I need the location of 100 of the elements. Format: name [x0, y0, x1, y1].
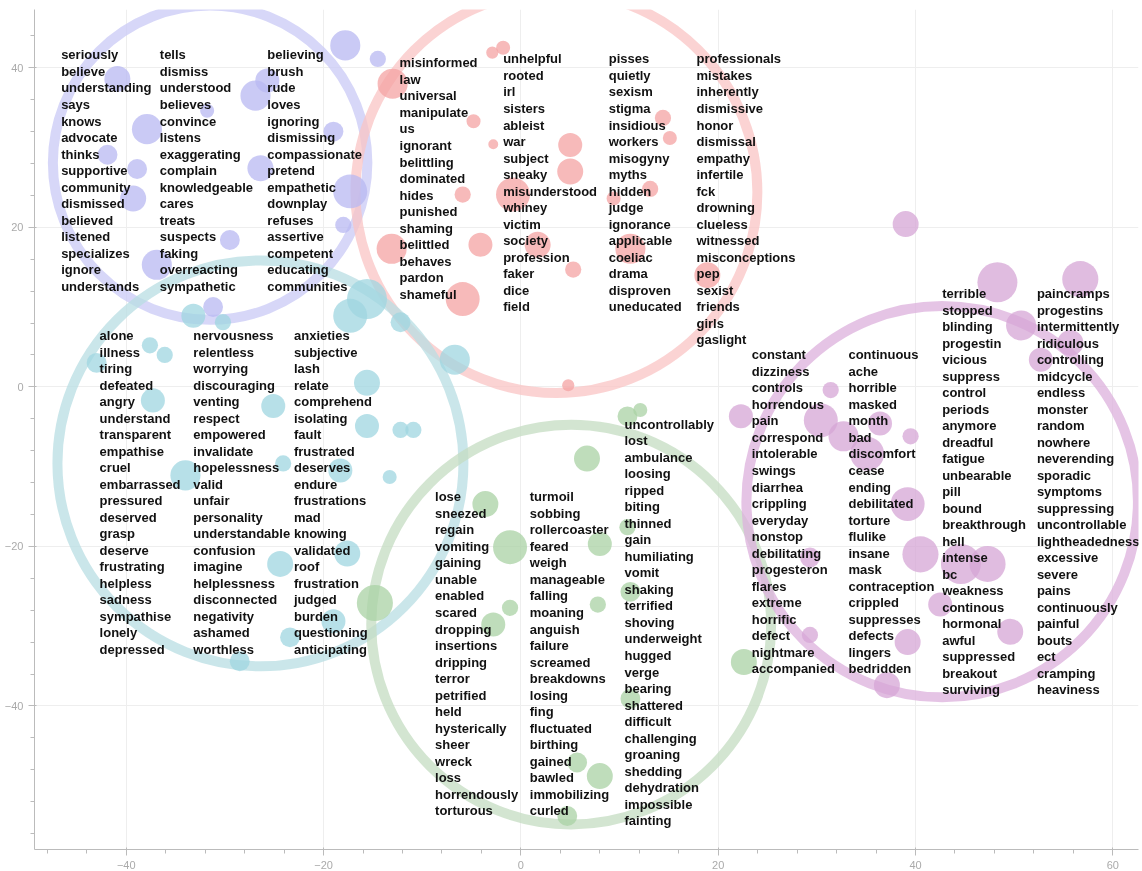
annotation: competent [267, 245, 334, 261]
annotation: lonely [99, 625, 138, 641]
annotation: excessive [1036, 550, 1099, 566]
annotation: nervousness [193, 328, 274, 344]
annotation: understanding [61, 80, 152, 96]
annotation: fluctuated [529, 720, 592, 736]
annotation: discomfort [848, 446, 917, 462]
annotation: nightmare [751, 644, 815, 660]
annotation: painful [1036, 616, 1080, 632]
annotation: uneducated [608, 299, 682, 315]
annotation: periods [942, 401, 990, 417]
annotation: diarrhea [751, 479, 804, 495]
annotation: frustrations [293, 493, 367, 509]
annotation: breakthrough [942, 517, 1027, 533]
y-tick-label: 40 [11, 61, 24, 74]
annotation: suppresses [848, 611, 921, 627]
annotation: screamed [529, 654, 591, 670]
annotation: believe [61, 63, 106, 79]
annotation: constant [751, 347, 807, 363]
x-tick-label: 60 [1106, 858, 1119, 871]
annotation: uncontrollable [1036, 517, 1127, 533]
annotation: immobilizing [529, 786, 610, 802]
annotation: anticipating [293, 642, 367, 658]
annotation: suppressed [942, 649, 1016, 665]
annotation: terrified [624, 598, 673, 614]
annotation: hugged [624, 647, 672, 663]
annotation: debilitating [751, 545, 822, 561]
annotation: sympathise [99, 608, 172, 624]
annotation: ableist [503, 117, 545, 133]
annotation: deserves [293, 460, 351, 476]
annotation: shaming [399, 220, 454, 236]
annotation: falling [529, 588, 569, 604]
x-tick-label: 0 [517, 858, 524, 871]
annotation: progestins [1036, 302, 1104, 318]
annotation: pressured [99, 493, 163, 509]
annotation: uncontrollably [624, 416, 715, 432]
annotation: ect [1036, 649, 1057, 665]
annotation: ambulance [624, 449, 693, 465]
annotation: valid [193, 476, 224, 492]
annotation: misinformed [399, 55, 478, 71]
annotation: war [502, 134, 526, 150]
annotation: bouts [1036, 632, 1073, 648]
annotation: hormonal [942, 616, 1002, 632]
annotation: educating [267, 262, 329, 278]
annotation: horrendous [751, 396, 824, 412]
annotation: relate [293, 377, 329, 393]
annotation: us [399, 121, 415, 137]
annotation: endure [293, 476, 338, 492]
annotation: relentless [193, 344, 255, 360]
annotation: mask [848, 562, 883, 578]
annotation: severe [1036, 566, 1079, 582]
annotation: society [503, 233, 549, 249]
annotation: frustrated [293, 443, 355, 459]
annotation: understandable [193, 526, 291, 542]
annotation: dismiss [159, 63, 209, 79]
annotation: belittled [399, 237, 450, 253]
annotation: clueless [696, 216, 748, 232]
annotation: terrible [942, 285, 987, 301]
annotation: defects [848, 628, 894, 644]
annotation: friends [696, 299, 740, 315]
annotation: intense [942, 550, 988, 566]
annotation: sheer [435, 737, 470, 753]
annotation: exaggerating [159, 146, 241, 162]
annotation: field [503, 299, 530, 315]
annotation: myths [608, 167, 647, 183]
annotation: dice [503, 282, 530, 298]
annotation: flares [751, 578, 787, 594]
annotation: continuous [848, 347, 919, 363]
annotation: fainting [624, 813, 672, 829]
annotation: misunderstood [503, 183, 598, 199]
annotation: sneezed [435, 505, 487, 521]
annotation: progesteron [751, 562, 828, 578]
annotation: unbearable [942, 467, 1012, 483]
annotation: lose [435, 489, 462, 505]
annotation: ridiculous [1036, 335, 1100, 351]
annotation: discouraging [193, 377, 276, 393]
annotation: paincramps [1036, 285, 1110, 301]
annotation: loss [435, 770, 462, 786]
annotation: lightheadedness [1036, 533, 1140, 549]
x-tick-label: 40 [909, 858, 922, 871]
annotation: hell [942, 533, 965, 549]
annotation: victim [503, 216, 541, 232]
annotation: underweight [624, 631, 703, 647]
annotation: moaning [529, 605, 584, 620]
annotation: failure [529, 638, 569, 654]
annotation: humiliating [624, 548, 694, 564]
annotation: sisters [503, 101, 546, 116]
annotation: dominated [399, 171, 466, 187]
annotation: thinned [624, 515, 672, 531]
annotation: debilitated [848, 496, 914, 512]
annotation: shattered [624, 697, 684, 713]
annotation: worrying [192, 361, 249, 377]
annotation: rooted [503, 67, 544, 83]
annotation: ending [848, 479, 892, 495]
annotation: questioning [293, 625, 368, 641]
annotation: unfair [193, 493, 230, 509]
annotation: extreme [751, 595, 802, 611]
annotation: lost [624, 433, 649, 449]
annotation: fault [293, 427, 323, 443]
annotation: brush [267, 63, 304, 79]
